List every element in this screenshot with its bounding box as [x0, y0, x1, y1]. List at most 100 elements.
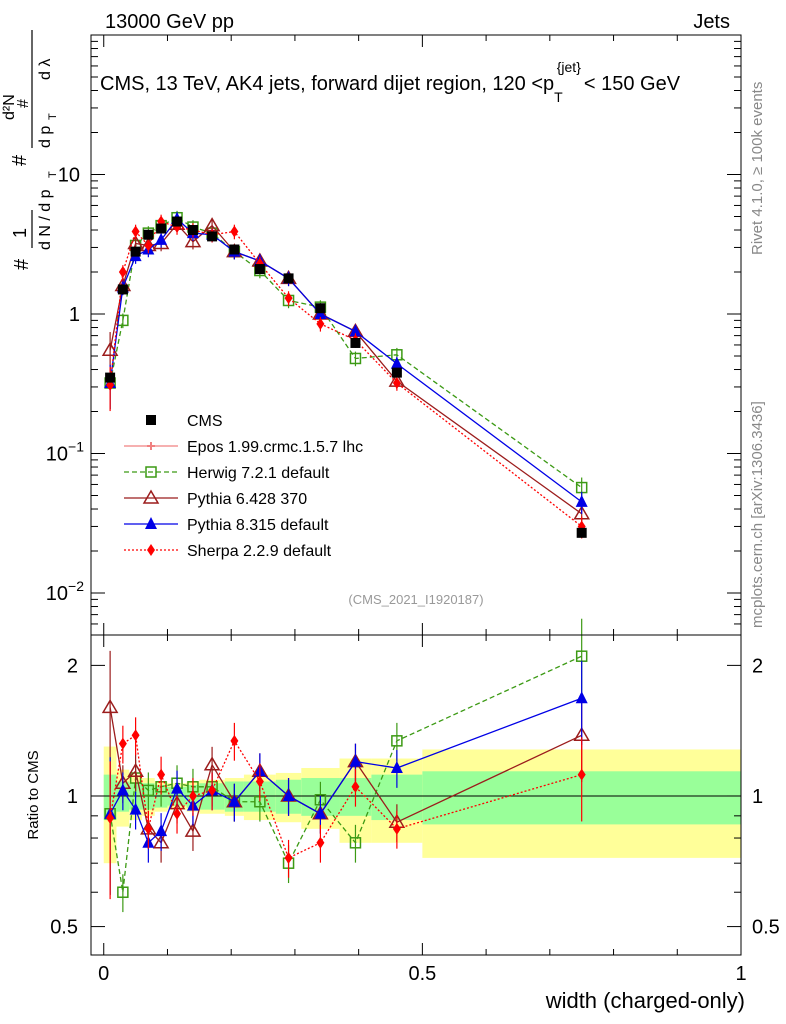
main-point-p6 — [101, 341, 119, 356]
main-y-tick-label: 1 — [69, 304, 80, 326]
title-end: < 150 GeV — [584, 73, 681, 95]
main-line-p8 — [109, 218, 583, 503]
main-point-cms — [117, 284, 128, 295]
ratio-point-p8 — [155, 824, 168, 837]
main-point-sherpa — [392, 377, 401, 390]
ylabel-hash-3: # — [15, 99, 32, 108]
ratio-point-p8 — [390, 761, 403, 774]
main-point-sherpa — [316, 317, 325, 330]
ratio-line-sherpa — [109, 734, 582, 859]
main-point-sherpa — [131, 225, 140, 238]
main-y-tick-label: 10−2 — [46, 578, 84, 605]
title-subscript: T — [554, 89, 563, 105]
main-point-sherpa — [118, 266, 127, 279]
main-point-cms — [576, 527, 587, 538]
main-y-axis-label: # 1 d N / d p T # d²N d p T # d λ — [1, 30, 59, 270]
x-axis-label: width (charged-only) — [545, 988, 745, 1013]
main-point-p8 — [349, 324, 362, 337]
ratio-point-sherpa — [255, 775, 264, 788]
x-tick-label: 0.5 — [408, 963, 436, 985]
main-point-p8 — [575, 494, 588, 507]
main-point-cms — [172, 216, 183, 227]
ratio-point-p8 — [314, 806, 327, 819]
ylabel-sub-t-1: T — [47, 171, 59, 178]
main-point-sherpa — [144, 239, 153, 252]
ratio-point-p8 — [129, 802, 142, 815]
legend-marker-herwig — [145, 466, 157, 478]
main-point-cms — [350, 337, 361, 348]
ylabel-d2n: d²N — [1, 94, 18, 120]
main-point-cms — [283, 273, 294, 284]
ratio-y-tick-label-right: 0.5 — [752, 917, 780, 939]
main-point-sherpa — [284, 292, 293, 305]
main-y-tick-label: 10−1 — [46, 439, 84, 466]
legend-label-p8: Pythia 8.315 default — [187, 517, 329, 534]
main-point-cms — [254, 264, 265, 275]
ratio-point-sherpa — [392, 822, 401, 835]
ylabel-one: 1 — [10, 228, 30, 238]
x-tick-label: 1 — [735, 963, 746, 985]
ratio-point-p8 — [282, 788, 295, 801]
header-right: Jets — [693, 11, 730, 33]
main-y-tick-label: 10 — [58, 165, 80, 187]
ylabel-sub-t-2: T — [47, 113, 59, 120]
main-plot-series — [101, 210, 590, 539]
main-point-sherpa — [230, 225, 239, 238]
main-point-cms — [130, 246, 141, 257]
legend-marker-cms — [146, 415, 156, 425]
ratio-point-sherpa — [351, 780, 360, 793]
ratio-point-sherpa — [230, 734, 239, 747]
legend-label-p6: Pythia 6.428 370 — [187, 491, 307, 508]
ylabel-dlambda: d λ — [37, 59, 54, 80]
side-rivet-text: Rivet 4.1.0, ≥ 100k events — [749, 82, 766, 255]
x-tick-label: 0 — [98, 963, 109, 985]
legend-marker-p6 — [142, 489, 160, 504]
ratio-y-tick-label: 2 — [67, 655, 78, 677]
axes-ticks: 0 0.5 1 10−2 10−1 1 10 0.5 0.5 1 1 2 2 — [46, 34, 780, 985]
main-point-cms — [187, 225, 198, 236]
main-point-cms — [315, 303, 326, 314]
ratio-point-sherpa — [173, 807, 182, 820]
legend-label-herwig: Herwig 7.2.1 default — [187, 465, 330, 482]
ratio-y-tick-label: 1 — [67, 786, 78, 808]
ratio-y-tick-label-right: 2 — [752, 655, 763, 677]
ylabel-hash-1: # — [11, 258, 33, 270]
ratio-y-axis-label: Ratio to CMS — [25, 750, 42, 839]
main-point-herwig — [349, 352, 362, 365]
ratio-point-p6 — [127, 762, 144, 778]
ratio-point-sherpa — [144, 822, 153, 835]
main-point-p6 — [184, 233, 202, 248]
main-line-p6 — [109, 223, 583, 515]
main-point-cms — [156, 223, 167, 234]
side-mcplots-text: mcplots.cern.ch [arXiv:1306.3436] — [749, 401, 766, 628]
legend-marker-epos — [147, 442, 155, 450]
ratio-point-sherpa — [577, 768, 586, 781]
legend-marker-sherpa — [147, 544, 155, 556]
ratio-plot-series — [101, 618, 590, 913]
ratio-point-sherpa — [316, 836, 325, 849]
main-point-cms — [229, 244, 240, 255]
ratio-point-p8 — [116, 783, 129, 796]
legend-label-epos: Epos 1.99.crmc.1.5.7 lhc — [187, 439, 363, 456]
main-point-cms — [207, 231, 218, 242]
ratio-point-p8 — [575, 691, 588, 704]
main-point-cms — [105, 372, 116, 383]
ratio-y-tick-label: 0.5 — [50, 917, 78, 939]
legend: CMS Epos 1.99.crmc.1.5.7 lhc Herwig 7.2.1 … — [124, 413, 363, 560]
ratio-point-p6 — [203, 756, 221, 771]
main-point-p8 — [155, 232, 168, 245]
ratio-point-p8 — [171, 781, 184, 794]
main-point-cms — [391, 367, 402, 378]
ratio-point-sherpa — [106, 811, 115, 824]
ratio-point-p6 — [184, 822, 202, 837]
ylabel-hash-2: # — [9, 154, 31, 166]
ratio-point-herwig — [391, 735, 403, 747]
ratio-point-sherpa — [157, 768, 166, 781]
plot-title: CMS, 13 TeV, AK4 jets, forward dijet reg… — [100, 59, 681, 105]
ratio-uncertainty-bands — [91, 746, 741, 864]
legend-label-sherpa: Sherpa 2.2.9 default — [187, 543, 332, 560]
ratio-plot-frame — [90, 634, 742, 956]
ratio-point-sherpa — [188, 789, 197, 802]
ratio-point-p6 — [101, 698, 119, 714]
title-superscript: {jet} — [557, 59, 581, 75]
